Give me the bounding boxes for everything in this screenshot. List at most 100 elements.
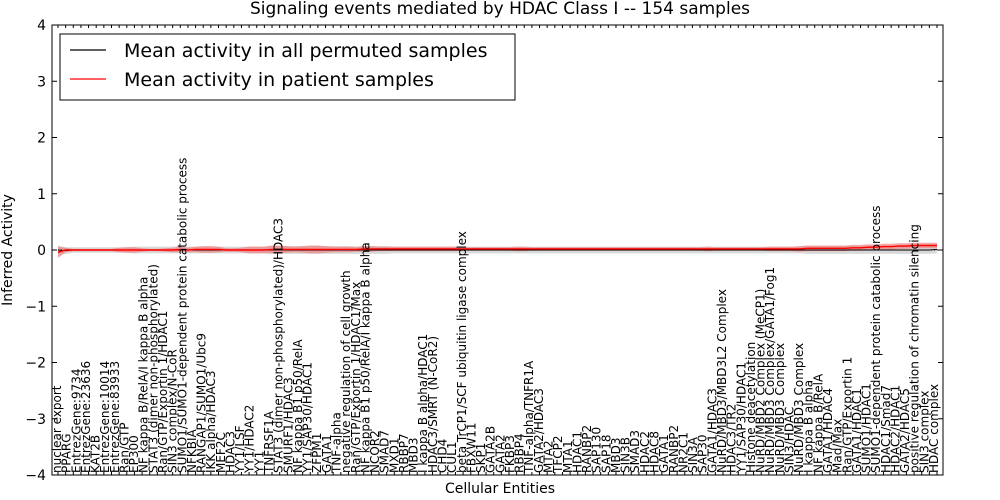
x-tick-label: NuRD/MBD3 Complex (773, 343, 787, 473)
x-tick-label: TNFRSF1A (262, 410, 276, 474)
x-tick-label: HDAC1 (570, 431, 584, 473)
x-tick-label: MTA2 (542, 440, 556, 473)
x-tick-label: STAT3 (dimer non-phosphorylated)/HDAC3 (272, 218, 286, 473)
x-tick-label: SIN3B (619, 437, 633, 473)
x-tick-label: HDAC complex (927, 384, 941, 473)
x-tick-label: SIN3 complex/N-CoR (166, 349, 180, 473)
x-tick-label: SMAD3 (628, 430, 642, 473)
x-tick-label: TNF-alpha/TNFR1A (522, 360, 536, 474)
x-tick-label: HDAC8 (648, 431, 662, 473)
x-tick-label: EntrezGene:83933 (108, 361, 122, 473)
x-tick-label: HDAC3 (224, 431, 238, 473)
x-tick-label: MEF2C (214, 432, 228, 473)
y-tick-label: 0 (37, 243, 46, 259)
x-tick-label: NF kappa B1 p50/RelA/I kappa B alpha (358, 242, 372, 473)
x-tick-label: YY1/HDAC2 (243, 405, 257, 474)
x-tick-label: GATA1 (320, 434, 334, 473)
y-tick-label: 3 (37, 74, 46, 90)
x-tick-label: NuRD/MBD2 Complex (MeCP1) (754, 289, 768, 473)
x-tick-label: YY1 (252, 451, 266, 474)
x-tick-label: EntrezGene:10014 (98, 361, 112, 473)
x-tick-label: CUL1 (445, 442, 459, 473)
x-tick-label: HDAC3/TR2 (725, 404, 739, 473)
x-tick-label: HDAC3/SMRT (N-CoR2) (426, 336, 440, 473)
x-tick-label: TFCP2 (551, 436, 565, 474)
x-tick-label: NCOR2 (368, 430, 382, 473)
x-tick-label: I kappa B alpha (802, 380, 816, 473)
x-tick-label: SAP30 (696, 434, 710, 473)
x-tick-label: NFKBIA (185, 428, 199, 473)
x-tick-label: YY1/SAP30/HDAC1 (301, 362, 315, 474)
x-tick-label: EntrezGene:23636 (79, 361, 93, 473)
x-tick-label: Histone deacetylation (744, 342, 758, 473)
x-tick-label: EP300 (127, 435, 141, 473)
x-tick-label: ZFPM1 (310, 433, 324, 473)
x-tick-label: KAT2B (89, 435, 103, 473)
x-tick-label: HDAC2/HDAC1 (889, 385, 903, 473)
x-tick-label: RANGAP1/SUMO1/Ubc9 (195, 333, 209, 473)
x-tick-label: positive regulation of chromatin silenci… (908, 224, 922, 473)
x-tick-label: CHD4 (436, 439, 450, 473)
x-tick-label: nuclear export (50, 385, 64, 473)
x-tick-label: RANBP2 (580, 425, 594, 473)
x-tick-label: GATA1 (657, 434, 671, 473)
x-tick-label: RBBP4 (513, 433, 527, 473)
y-tick-label: 2 (37, 131, 46, 147)
x-tick-label: SUMO1/SUMO1-dependent protein catabolic … (175, 158, 189, 473)
x-tick-label: SAP130 (590, 427, 604, 473)
x-tick-label: SUMO1/HDAC1 (860, 383, 874, 473)
x-tick-label: NuRD/MBD3 Complex (792, 343, 806, 473)
y-tick-label: −2 (25, 356, 46, 372)
x-tick-label: SIN3/HDAC (782, 407, 796, 473)
x-tick-label: SUMO1-dependent protein catabolic proces… (869, 205, 883, 473)
y-tick-label: −3 (25, 412, 46, 428)
x-tick-label: SIN3 complex (917, 391, 931, 473)
chart-title: Signaling events mediated by HDAC Class … (250, 0, 750, 19)
x-tick-label: NuRD/MBD3 Complex/GATA1/Fog1 (763, 267, 777, 473)
x-tick-label: GATA1/HDAC3 (705, 388, 719, 473)
x-tick-label: MXD1 (387, 438, 401, 473)
legend-box (59, 33, 516, 101)
x-tick-label: FKBP3 (503, 435, 517, 473)
x-tick-label: SKP1 (474, 443, 488, 473)
x-axis-label: Cellular Entities (445, 481, 555, 497)
x-tick-label: RBBP7 (397, 433, 411, 473)
x-tick-label: STAT3 (dimer non-phosphorylated) (146, 264, 160, 473)
x-tick-label: GATA1/HDAC1 (850, 388, 864, 473)
x-tick-label: YY1/SAP30/HDAC1 (734, 362, 748, 474)
x-tick-label: IKK alpha/HDAC3 (204, 371, 218, 473)
x-tick-label: GATA2/HDAC3 (532, 388, 546, 473)
x-tick-label: Ran/GTP (118, 422, 132, 473)
x-tick-label: SAP18 (599, 434, 613, 473)
x-tick-label: EntrezGene:9734 (69, 369, 83, 474)
x-tick-label: FBXW11 (464, 423, 478, 474)
series-line-patient (57, 244, 937, 253)
x-tick-label: RANBP2 (667, 425, 681, 473)
x-tick-label: PPARG (60, 433, 74, 473)
x-tick-label: TNF-alpha (330, 412, 344, 474)
y-tick-label: 1 (37, 187, 46, 203)
x-tick-label: Ran/GTP/Exportin 1/HDAC1 (156, 311, 170, 473)
x-tick-label: GATA2/HDAC5 (898, 388, 912, 473)
x-tick-label: HDAC1/Smad7 (879, 385, 893, 473)
x-tick-label: SIN3A (686, 436, 700, 473)
x-tick-label: NF kappa B/RelA/I kappa B alpha (137, 277, 151, 473)
y-tick-label: 4 (37, 18, 46, 34)
y-tick-label: −1 (25, 299, 46, 315)
x-tick-label: MBD3 (609, 438, 623, 473)
x-tick-label: SMURF1/HDAC3 (281, 377, 295, 473)
x-tick-label: Mad/Max (831, 419, 845, 473)
x-tick-label: YY1/LSF (233, 425, 247, 474)
x-tick-label: I kappa B alpha/HDAC1 (416, 334, 430, 473)
x-tick-label: beta TrCP1/SCF ubiquitin ligase complex (455, 231, 469, 473)
legend-label: Mean activity in patient samples (124, 69, 434, 91)
x-tick-label: GATA2 (493, 434, 507, 473)
x-tick-label: MTA1 (561, 440, 575, 473)
x-tick-label: NR2C1 (676, 432, 690, 473)
x-tick-label: GATA2B (484, 426, 498, 473)
x-tick-label: NuRD/MBD3/MBD3L2 Complex (715, 289, 729, 473)
x-tick-label: negative regulation of cell growth (339, 270, 353, 473)
x-tick-label: NF kappa B1 p50/RelA (291, 339, 305, 473)
